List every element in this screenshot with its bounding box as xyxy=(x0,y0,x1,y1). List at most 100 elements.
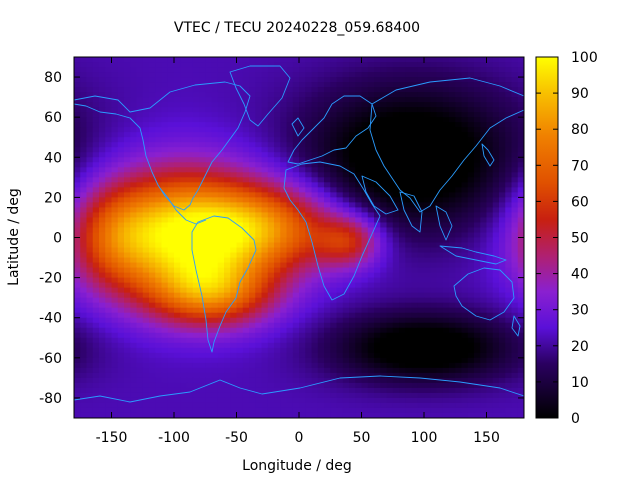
heatmap-cell xyxy=(374,347,381,354)
heatmap-cell xyxy=(111,267,119,274)
heatmap-cell xyxy=(411,272,419,279)
heatmap-cell xyxy=(105,212,113,219)
heatmap-cell xyxy=(224,342,231,349)
heatmap-cell xyxy=(517,372,524,379)
heatmap-cell xyxy=(155,352,163,359)
heatmap-cell xyxy=(267,367,275,374)
heatmap-cell xyxy=(430,267,438,274)
heatmap-cell xyxy=(117,332,125,339)
heatmap-cell xyxy=(230,117,238,123)
heatmap-cell xyxy=(430,77,438,83)
heatmap-cell xyxy=(349,377,356,384)
heatmap-cell xyxy=(130,197,138,203)
heatmap-cell xyxy=(267,122,275,128)
heatmap-cell xyxy=(467,222,475,229)
heatmap-cell xyxy=(480,202,488,209)
heatmap-cell xyxy=(180,117,188,123)
heatmap-cell xyxy=(236,172,244,178)
heatmap-cell xyxy=(505,317,513,324)
heatmap-cell xyxy=(92,337,100,344)
heatmap-cell xyxy=(392,157,400,163)
heatmap-cell xyxy=(205,367,213,374)
heatmap-cell xyxy=(199,332,206,339)
heatmap-cell xyxy=(236,367,244,374)
heatmap-cell xyxy=(511,192,519,198)
heatmap-cell xyxy=(99,137,106,143)
heatmap-cell xyxy=(399,317,406,324)
heatmap-cell xyxy=(149,172,156,178)
heatmap-cell xyxy=(149,237,156,244)
heatmap-cell xyxy=(411,147,419,153)
heatmap-cell xyxy=(330,172,338,178)
heatmap-cell xyxy=(299,177,306,183)
heatmap-cell xyxy=(161,132,169,138)
heatmap-cell xyxy=(199,317,206,324)
heatmap-cell xyxy=(242,212,250,219)
heatmap-cell xyxy=(399,137,406,143)
heatmap-cell xyxy=(136,142,144,148)
heatmap-cell xyxy=(86,237,94,244)
heatmap-cell xyxy=(124,237,131,244)
heatmap-cell xyxy=(349,127,356,133)
heatmap-cell xyxy=(374,162,381,168)
heatmap-cell xyxy=(217,82,225,88)
heatmap-cell xyxy=(499,187,506,193)
heatmap-cell xyxy=(136,402,144,409)
heatmap-cell xyxy=(117,162,125,168)
heatmap-cell xyxy=(155,87,163,93)
heatmap-cell xyxy=(417,127,425,133)
heatmap-cell xyxy=(442,162,450,168)
heatmap-cell xyxy=(430,72,438,78)
heatmap-cell xyxy=(267,142,275,148)
heatmap-cell xyxy=(205,167,213,173)
heatmap-cell xyxy=(380,157,388,163)
heatmap-cell xyxy=(342,247,350,254)
heatmap-cell xyxy=(336,372,344,379)
heatmap-cell xyxy=(417,307,425,314)
heatmap-cell xyxy=(80,247,88,254)
heatmap-cell xyxy=(74,187,81,193)
heatmap-cell xyxy=(449,297,456,304)
heatmap-cell xyxy=(311,142,319,148)
heatmap-cell xyxy=(311,342,319,349)
heatmap-cell xyxy=(192,107,200,113)
heatmap-cell xyxy=(355,207,363,214)
heatmap-cell xyxy=(442,357,450,364)
heatmap-cell xyxy=(161,322,169,329)
heatmap-cell xyxy=(461,207,469,214)
heatmap-cell xyxy=(192,232,200,239)
heatmap-cell xyxy=(161,152,169,158)
heatmap-cell xyxy=(499,352,506,359)
heatmap-cell xyxy=(486,262,494,269)
heatmap-cell xyxy=(230,227,238,234)
heatmap-cell xyxy=(205,357,213,364)
heatmap-cell xyxy=(149,87,156,93)
heatmap-cell xyxy=(249,192,256,198)
heatmap-cell xyxy=(424,302,431,309)
heatmap-cell xyxy=(330,207,338,214)
heatmap-cell xyxy=(399,142,406,148)
heatmap-cell xyxy=(242,292,250,299)
heatmap-cell xyxy=(405,152,413,158)
heatmap-cell xyxy=(417,62,425,68)
heatmap-cell xyxy=(186,332,194,339)
heatmap-cell xyxy=(467,57,475,63)
heatmap-cell xyxy=(192,327,200,334)
heatmap-cell xyxy=(174,302,181,309)
heatmap-cell xyxy=(130,232,138,239)
heatmap-cell xyxy=(442,312,450,319)
heatmap-cell xyxy=(155,157,163,163)
heatmap-cell xyxy=(261,107,269,113)
heatmap-cell xyxy=(311,337,319,344)
heatmap-cell xyxy=(411,97,419,103)
heatmap-cell xyxy=(230,397,238,404)
heatmap-cell xyxy=(224,372,231,379)
heatmap-cell xyxy=(424,252,431,259)
heatmap-cell xyxy=(111,382,119,389)
heatmap-cell xyxy=(136,207,144,214)
heatmap-cell xyxy=(230,212,238,219)
heatmap-cell xyxy=(517,77,524,83)
heatmap-cell xyxy=(361,382,369,389)
heatmap-cell xyxy=(336,202,344,209)
heatmap-cell xyxy=(474,212,481,219)
